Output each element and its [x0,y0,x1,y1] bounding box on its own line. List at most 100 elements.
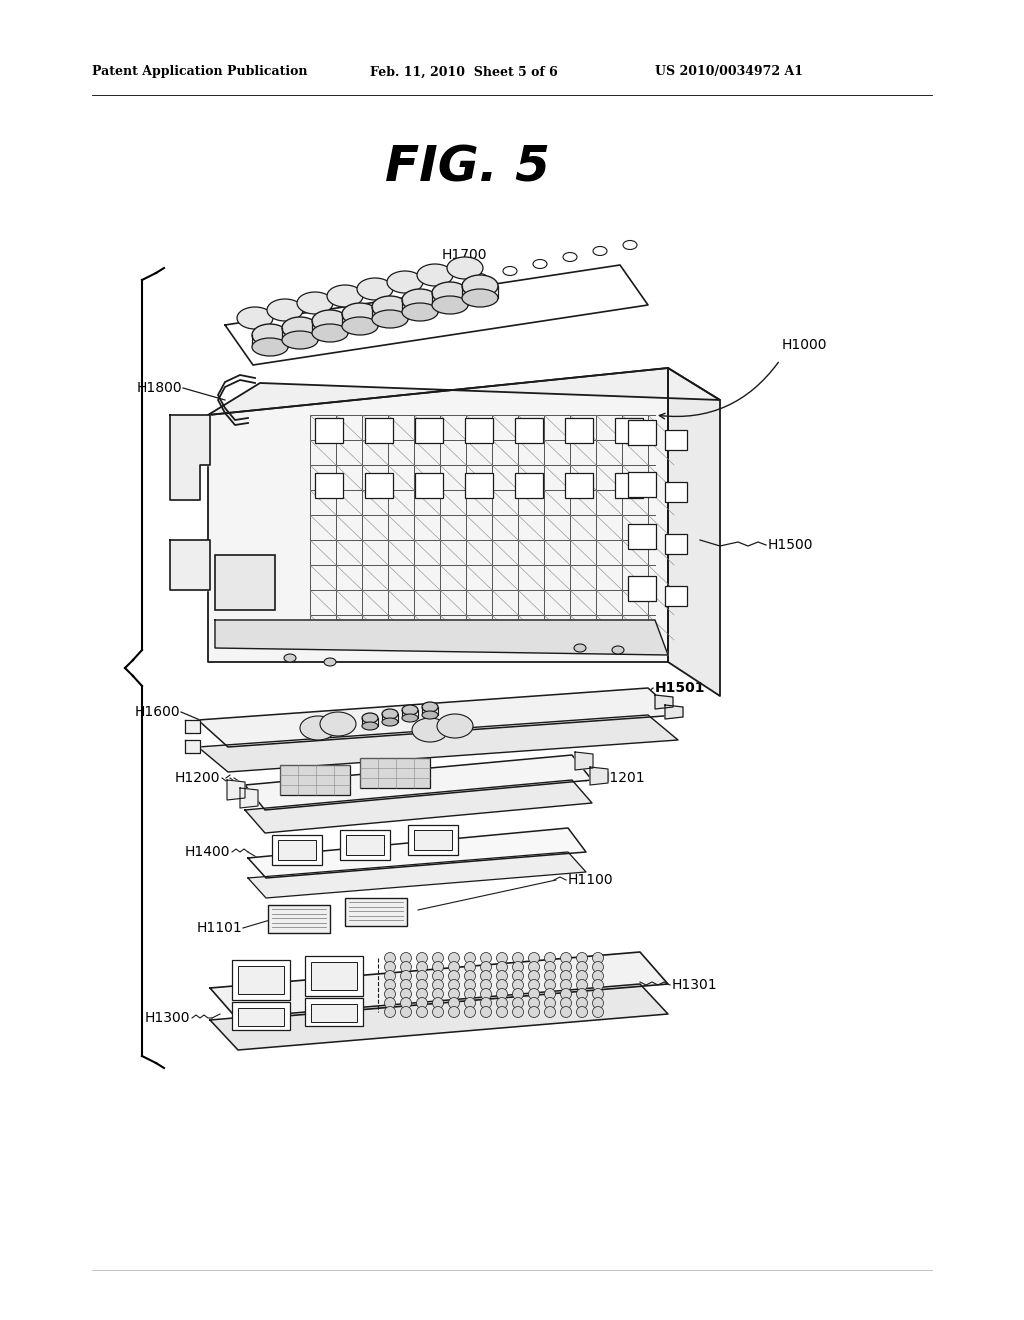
Polygon shape [185,719,200,733]
Circle shape [449,989,460,999]
Text: H1000: H1000 [782,338,827,352]
Text: US 2010/0034972 A1: US 2010/0034972 A1 [655,66,803,78]
Circle shape [545,970,555,982]
Circle shape [528,989,540,999]
Polygon shape [248,828,586,878]
Polygon shape [210,952,668,1020]
Bar [238,1008,284,1026]
Polygon shape [208,368,668,663]
Polygon shape [240,788,258,808]
Bar [346,836,384,855]
Ellipse shape [402,304,438,321]
Bar [305,998,362,1026]
Circle shape [497,961,508,973]
Circle shape [384,953,395,964]
Polygon shape [170,414,210,500]
Circle shape [449,998,460,1008]
Circle shape [545,989,555,999]
Circle shape [384,1006,395,1018]
Ellipse shape [462,289,498,308]
Circle shape [577,970,588,982]
Circle shape [560,970,571,982]
Bar [315,418,343,444]
Circle shape [432,1006,443,1018]
Circle shape [384,961,395,973]
Text: H1600: H1600 [134,705,180,719]
Text: H1700: H1700 [442,248,487,261]
Circle shape [465,998,475,1008]
Bar [665,482,687,502]
Circle shape [545,979,555,990]
Circle shape [593,989,603,999]
Ellipse shape [357,279,393,300]
Bar [345,898,407,927]
Circle shape [512,979,523,990]
Ellipse shape [623,240,637,249]
Circle shape [545,953,555,964]
Circle shape [432,989,443,999]
Circle shape [480,1006,492,1018]
Polygon shape [590,767,608,785]
Bar [628,473,656,498]
Circle shape [480,961,492,973]
Circle shape [400,961,412,973]
Circle shape [593,1006,603,1018]
Circle shape [384,979,395,990]
Ellipse shape [402,714,418,722]
Circle shape [432,953,443,964]
Ellipse shape [473,273,487,282]
Bar [628,420,656,445]
Ellipse shape [382,718,398,726]
Circle shape [449,1006,460,1018]
Polygon shape [655,696,673,709]
Ellipse shape [319,711,356,737]
Ellipse shape [372,296,408,318]
Circle shape [417,979,427,990]
Bar [565,418,593,444]
Circle shape [497,989,508,999]
Bar [311,962,357,990]
Bar [315,473,343,498]
Ellipse shape [362,713,378,723]
Circle shape [384,989,395,999]
Ellipse shape [593,247,607,256]
Circle shape [577,979,588,990]
Circle shape [417,961,427,973]
Circle shape [497,979,508,990]
Circle shape [432,998,443,1008]
Circle shape [577,998,588,1008]
Circle shape [545,1006,555,1018]
Ellipse shape [437,714,473,738]
Ellipse shape [612,645,624,653]
Ellipse shape [503,267,517,276]
Ellipse shape [267,300,303,321]
Ellipse shape [382,709,398,719]
Polygon shape [198,715,678,772]
Bar [215,554,275,610]
Circle shape [512,953,523,964]
Ellipse shape [402,705,418,715]
Polygon shape [215,620,668,655]
Bar [628,524,656,549]
Bar [665,430,687,450]
Bar [615,473,643,498]
Circle shape [432,961,443,973]
Text: Patent Application Publication: Patent Application Publication [92,66,307,78]
Bar [268,906,330,933]
Ellipse shape [342,304,378,325]
Polygon shape [170,540,210,590]
Bar [232,960,290,1001]
Bar [665,586,687,606]
Polygon shape [668,368,720,696]
Circle shape [417,998,427,1008]
Circle shape [417,1006,427,1018]
Circle shape [560,1006,571,1018]
Bar [280,766,350,795]
Bar [232,1002,290,1030]
Bar [515,473,543,498]
Ellipse shape [312,310,348,333]
Circle shape [512,1006,523,1018]
Ellipse shape [462,275,498,297]
Circle shape [400,970,412,982]
Bar [365,418,393,444]
